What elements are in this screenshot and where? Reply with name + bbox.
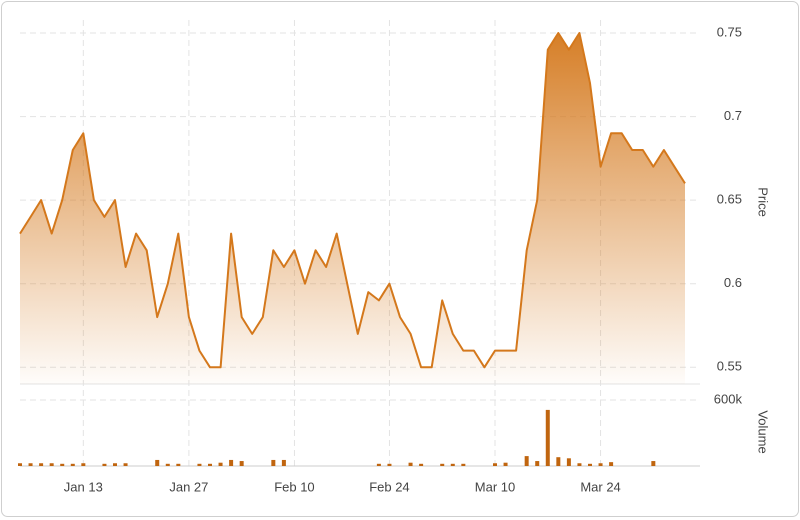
y-tick-label: 0.6: [724, 275, 742, 290]
x-tick-label: Mar 10: [475, 479, 515, 494]
volume-bar: [218, 462, 223, 466]
volume-bar: [376, 463, 381, 466]
volume-bar: [28, 463, 33, 466]
volume-bar: [450, 463, 455, 466]
volume-bar: [408, 462, 413, 466]
volume-bar: [440, 463, 445, 466]
x-tick-label: Jan 13: [64, 479, 103, 494]
volume-bar: [39, 463, 44, 466]
volume-bar: [566, 458, 571, 466]
volume-bar: [123, 463, 128, 466]
x-tick-label: Jan 27: [169, 479, 208, 494]
volume-bar: [609, 462, 614, 466]
volume-bar: [49, 463, 54, 466]
x-tick-label: Mar 24: [580, 479, 620, 494]
volume-bar: [60, 463, 65, 466]
volume-bar: [503, 462, 508, 466]
volume-bar: [239, 461, 244, 466]
price-axis-title: Price: [756, 187, 771, 217]
volume-bar: [18, 463, 22, 466]
y2-tick-label: 600k: [714, 391, 743, 406]
volume-bar: [598, 463, 603, 466]
price-line: [19, 32, 686, 369]
volume-bar: [81, 463, 86, 466]
y-tick-label: 0.75: [717, 24, 742, 39]
volume-bar: [208, 463, 212, 466]
volume-bar: [165, 463, 170, 466]
volume-bar: [651, 461, 656, 466]
y-tick-label: 0.55: [717, 359, 742, 374]
volume-bar: [70, 463, 75, 466]
volume-bar: [155, 459, 160, 466]
volume-bar: [493, 463, 497, 466]
volume-bar: [102, 463, 107, 466]
volume-bar: [588, 463, 592, 466]
volume-bar: [419, 463, 424, 466]
volume-bar: [556, 457, 561, 466]
volume-bar: [197, 463, 202, 466]
volume-bar: [577, 463, 582, 466]
volume-bar: [229, 459, 234, 466]
volume-bar: [176, 463, 181, 466]
y-tick-label: 0.7: [724, 108, 742, 123]
volume-bar: [461, 463, 466, 466]
x-tick-label: Feb 10: [274, 479, 314, 494]
x-tick-label: Feb 24: [369, 479, 409, 494]
volume-bar: [113, 463, 117, 466]
volume-bar: [524, 456, 529, 466]
volume-bar: [387, 463, 392, 466]
volume-bar: [281, 459, 286, 466]
y-tick-label: 0.65: [717, 192, 742, 207]
volume-axis-title: Volume: [756, 410, 771, 453]
volume-bar: [545, 409, 550, 466]
volume-bar: [271, 459, 276, 466]
volume-bar: [535, 461, 540, 466]
